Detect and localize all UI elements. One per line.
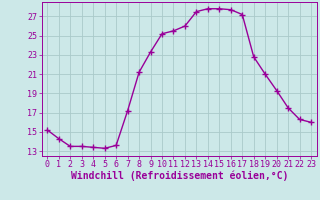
X-axis label: Windchill (Refroidissement éolien,°C): Windchill (Refroidissement éolien,°C) bbox=[70, 171, 288, 181]
